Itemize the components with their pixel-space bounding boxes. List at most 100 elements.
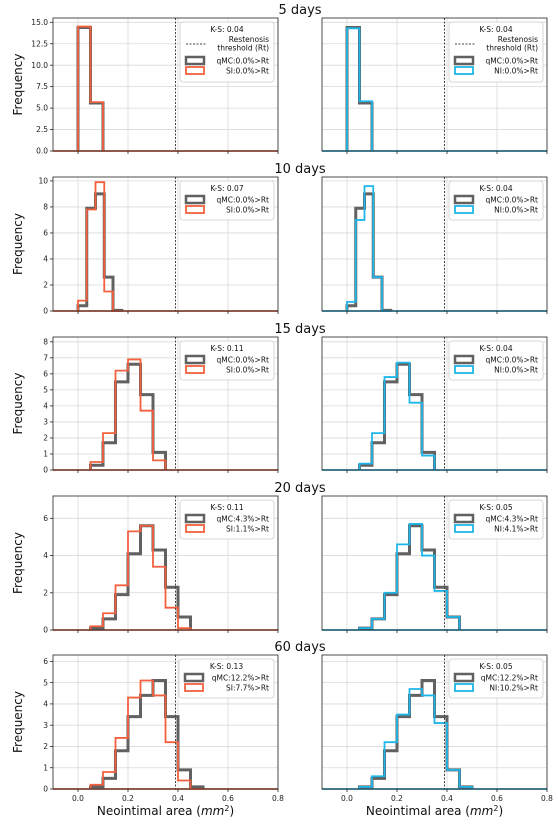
row-title: 60 days — [274, 640, 326, 655]
ks-statistic: K-S: 0.11 — [210, 503, 243, 512]
histogram-si — [89, 358, 167, 470]
axes-frame — [321, 17, 548, 152]
row-title: 5 days — [278, 3, 321, 18]
subplot-5-right: 0.0 0.2 0.4 0.6 0.8 Neointimal area (mm2) K-S:… — [321, 654, 553, 818]
histogram-si — [77, 181, 122, 312]
ks-statistic: K-S: 0.04 — [479, 184, 512, 193]
x-tick-label: 0.4 — [172, 794, 184, 803]
legend-label-qmc: qMC:0.0%>Rt — [217, 356, 270, 365]
y-tick-label: 10.0 — [31, 61, 48, 70]
legend-swatch-si — [184, 683, 204, 692]
y-tick-label: 0 — [43, 466, 48, 475]
y-axis-label: Frequency — [11, 213, 25, 275]
histogram-si — [77, 25, 104, 151]
y-tick-label: 5.0 — [36, 104, 48, 113]
x-tick-label: 0.0 — [341, 794, 353, 803]
histogram-ni — [358, 523, 461, 630]
x-tick-label: 0.6 — [222, 794, 234, 803]
y-tick-label: 12.5 — [31, 39, 48, 48]
legend-swatch-qmc — [184, 354, 206, 365]
legend-swatch-qmc — [184, 513, 206, 524]
legend-swatch-qmc — [184, 55, 206, 66]
legend-swatch-ni — [454, 66, 474, 75]
histogram-ni — [358, 688, 473, 789]
histogram-qmc — [89, 679, 205, 789]
x-tick-label: 0.0 — [72, 794, 84, 803]
row-title: 20 days — [274, 481, 326, 496]
legend-label-si: SI:0.0%>Rt — [226, 67, 269, 76]
y-tick-label: 7.5 — [36, 82, 48, 91]
row-title: 10 days — [274, 162, 326, 177]
legend-label-si: SI:7.7%>Rt — [226, 684, 269, 693]
axes-frame — [52, 654, 279, 790]
y-tick-label: 2.5 — [36, 125, 48, 134]
axes-frame — [321, 176, 548, 312]
legend-swatch-qmc — [453, 513, 475, 524]
y-tick-label: 15.0 — [31, 18, 48, 27]
subplot-4-left: 0 2 4 6 Frequency K-S: 0.11 qMC:4.3%>RtSI:1.1%… — [11, 495, 279, 635]
y-tick-label: 0.0 — [36, 147, 48, 156]
y-tick-label: 4 — [43, 402, 48, 411]
y-tick-label: 0 — [43, 626, 48, 635]
y-tick-label: 7 — [43, 353, 48, 362]
legend-label-ni: NI:10.2%>Rt — [489, 684, 538, 693]
x-tick-label: 0.8 — [272, 794, 284, 803]
y-axis-label: Frequency — [11, 54, 25, 116]
subplot-2-left: 0 2 4 6 8 10 Frequency K-S: 0.07 qMC:0.0%>RtSI:0… — [11, 176, 279, 316]
y-axis-label: Frequency — [11, 691, 25, 753]
legend-swatch-qmc — [184, 194, 206, 205]
y-tick-label: 10 — [38, 177, 48, 186]
y-axis-label: Frequency — [11, 373, 25, 435]
legend-label-si: SI:0.0%>Rt — [226, 206, 269, 215]
legend-swatch-si — [185, 365, 205, 374]
y-tick-label: 1 — [43, 450, 48, 459]
histogram-ni — [346, 185, 391, 312]
axes-frame — [321, 654, 548, 790]
legend-swatch-si — [185, 205, 205, 214]
legend-label-qmc: qMC:12.2%>Rt — [212, 674, 269, 683]
y-axis-label: Frequency — [11, 532, 25, 594]
legend-label-qmc: qMC:0.0%>Rt — [217, 196, 270, 205]
histogram-ni — [346, 27, 373, 151]
x-axis-label: Neointimal area (mm2) — [97, 804, 234, 818]
legend-label-ni: NI:4.1%>Rt — [494, 525, 538, 534]
row-title: 15 days — [274, 322, 326, 337]
legend-label-qmc: qMC:0.0%>Rt — [217, 57, 270, 66]
legend-label-qmc: qMC:4.3%>Rt — [486, 515, 539, 524]
ks-statistic: K-S: 0.04 — [210, 25, 243, 34]
legend-swatch-qmc — [453, 55, 475, 66]
y-tick-label: 1 — [43, 763, 48, 772]
ks-statistic: K-S: 0.11 — [210, 344, 243, 353]
legend-swatch-qmc — [453, 672, 475, 683]
axes-frame — [321, 336, 548, 471]
y-tick-label: 6 — [43, 229, 48, 238]
ks-statistic: K-S: 0.07 — [210, 184, 243, 193]
y-tick-label: 6 — [43, 369, 48, 378]
y-tick-label: 3 — [43, 418, 48, 427]
ks-statistic: K-S: 0.13 — [210, 662, 243, 671]
subplot-3-left: 0 1 2 3 4 5 6 7 8 Frequency K-S: 0.11 qMC:0.0%>RtSI… — [11, 336, 279, 475]
y-tick-label: 2 — [43, 281, 48, 290]
x-axis-label: Neointimal area (mm2) — [366, 804, 503, 818]
y-tick-label: 4 — [43, 255, 48, 264]
histogram-si — [89, 524, 192, 630]
histogram-qmc — [345, 192, 393, 312]
legend-swatch-qmc — [183, 672, 205, 683]
subplot-1-left: 0.0 2.5 5.0 7.5 10.0 12.5 15.0 Frequency K-S: 0.… — [11, 17, 279, 156]
legend-threshold-label: Restenosis threshold (Rt) — [486, 35, 538, 53]
legend-label-qmc: qMC:0.0%>Rt — [486, 356, 539, 365]
legend-label-qmc: qMC:4.3%>Rt — [217, 515, 270, 524]
axes-frame — [52, 17, 279, 152]
axes-frame — [52, 176, 279, 312]
legend-label-ni: NI:0.0%>Rt — [494, 67, 538, 76]
axes-frame — [321, 495, 548, 631]
y-tick-label: 8 — [43, 203, 48, 212]
ks-statistic: K-S: 0.05 — [479, 503, 512, 512]
y-tick-label: 0 — [43, 785, 48, 794]
x-tick-label: 0.8 — [541, 794, 553, 803]
legend-swatch-ni — [454, 205, 474, 214]
